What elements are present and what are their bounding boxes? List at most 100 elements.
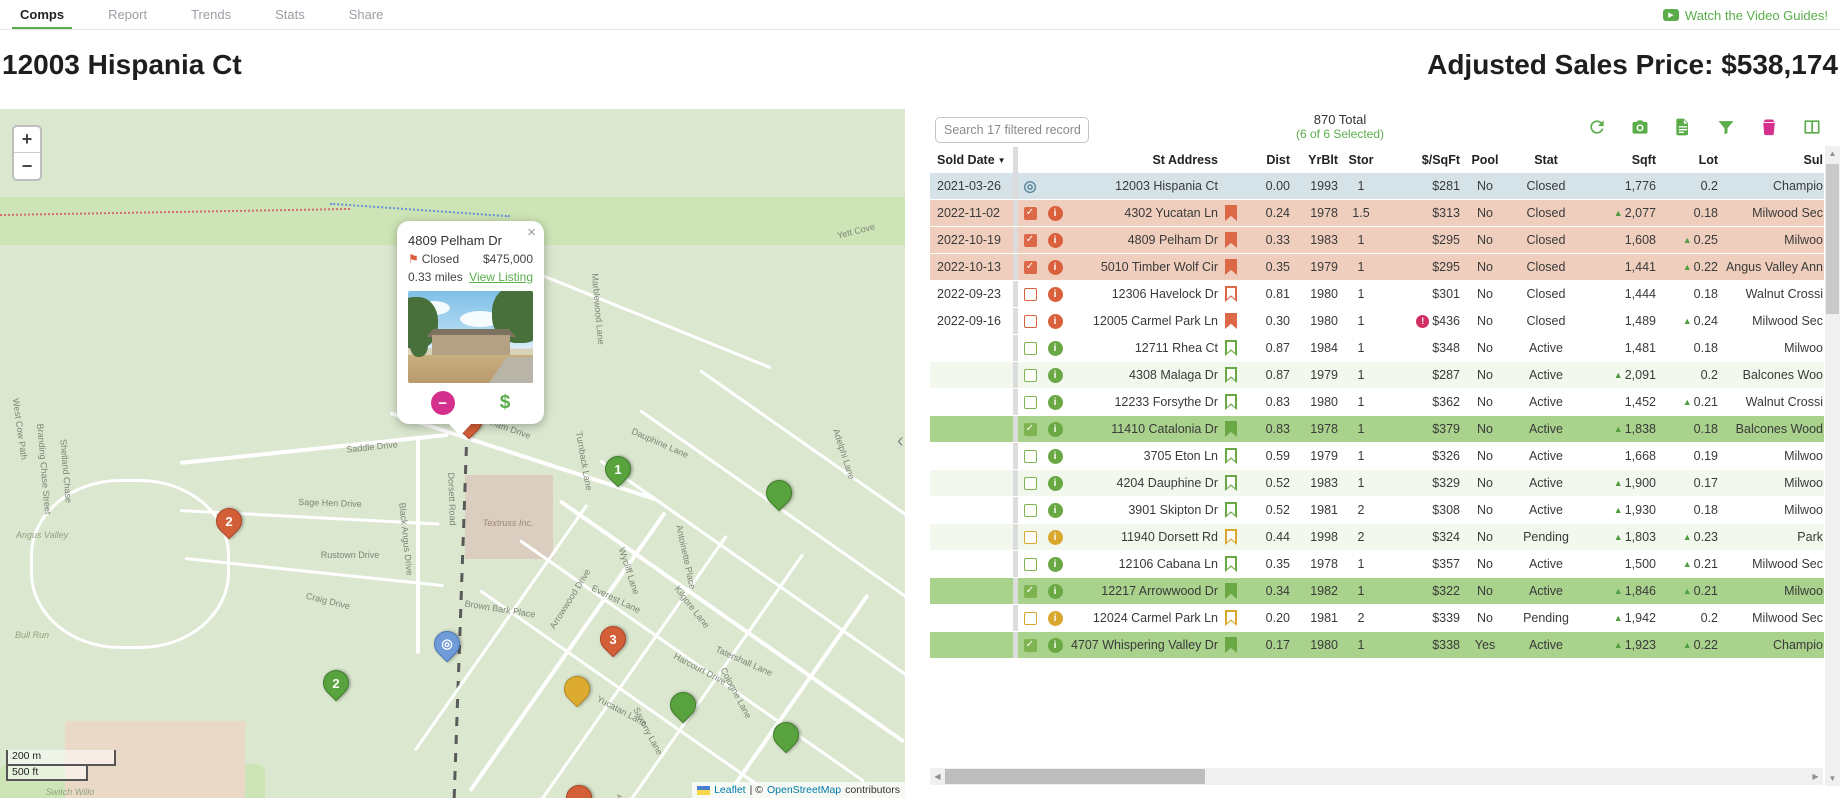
zoom-out-button[interactable]: − — [21, 155, 33, 176]
refresh-icon[interactable] — [1587, 117, 1607, 137]
table-row[interactable]: i 4308 Malaga Dr 0.87 1979 1 $287 No Active ▲ 2,0… — [930, 362, 1824, 389]
row-checkbox[interactable]: ✓ — [1023, 584, 1037, 598]
zoom-in-button[interactable]: + — [14, 127, 40, 153]
info-icon[interactable]: i — [1047, 313, 1063, 329]
col-stor[interactable]: Stor — [1348, 153, 1374, 167]
table-row[interactable]: 2022-09-16 i 12005 Carmel Park Ln 0.30 1980 1… — [930, 308, 1824, 335]
bookmark-icon[interactable] — [1225, 637, 1237, 653]
info-icon[interactable]: i — [1047, 367, 1063, 383]
info-icon[interactable]: i — [1047, 394, 1063, 410]
bookmark-icon[interactable] — [1225, 556, 1237, 572]
bookmark-icon[interactable] — [1225, 502, 1237, 518]
table-row[interactable]: i 3705 Eton Ln 0.59 1979 1 $326 No Active 1,668 0… — [930, 443, 1824, 470]
row-checkbox[interactable] — [1023, 314, 1037, 328]
info-icon[interactable]: i — [1047, 502, 1063, 518]
row-checkbox[interactable] — [1023, 395, 1037, 409]
table-row[interactable]: 2021-03-26 ◎ 12003 Hispania Ct 0.00 1993 1 $28… — [930, 173, 1824, 200]
row-checkbox[interactable]: ✓ — [1023, 260, 1037, 274]
tab-share[interactable]: Share — [348, 7, 384, 22]
row-checkbox[interactable] — [1023, 449, 1037, 463]
col-yrblt[interactable]: YrBlt — [1308, 153, 1338, 167]
export-icon[interactable] — [1673, 117, 1693, 137]
row-checkbox[interactable]: ✓ — [1023, 422, 1037, 436]
table-row[interactable]: i 12106 Cabana Ln 0.35 1978 1 $357 No Active 1,5… — [930, 551, 1824, 578]
col-ppsf[interactable]: $/SqFt — [1421, 153, 1460, 167]
row-checkbox[interactable]: ✓ — [1023, 233, 1037, 247]
row-checkbox[interactable] — [1023, 503, 1037, 517]
filter-icon[interactable] — [1716, 117, 1736, 137]
camera-icon[interactable] — [1630, 117, 1650, 137]
table-row[interactable]: 2022-10-13 ✓ i 5010 Timber Wolf Cir 0.35 1979… — [930, 254, 1824, 281]
table-row[interactable]: i 3901 Skipton Dr 0.52 1981 2 $308 No Active ▲ 1,… — [930, 497, 1824, 524]
horizontal-scrollbar[interactable]: ◀ ▶ — [930, 768, 1823, 785]
table-row[interactable]: 2022-11-02 ✓ i 4302 Yucatan Ln 0.24 1978 1.5 $3… — [930, 200, 1824, 227]
bookmark-icon[interactable] — [1225, 259, 1237, 275]
scroll-left-arrow[interactable]: ◀ — [934, 772, 941, 781]
table-row[interactable]: i 12233 Forsythe Dr 0.83 1980 1 $362 No Active 1… — [930, 389, 1824, 416]
bookmark-icon[interactable] — [1225, 367, 1237, 383]
table-row[interactable]: i 4204 Dauphine Dr 0.52 1983 1 $329 No Active ▲ 1… — [930, 470, 1824, 497]
table-row[interactable]: i 12711 Rhea Ct 0.87 1984 1 $348 No Active 1,481… — [930, 335, 1824, 362]
table-row[interactable]: ✓ i 11410 Catalonia Dr 0.83 1978 1 $379 No Activ… — [930, 416, 1824, 443]
col-st-address[interactable]: St Address — [1152, 153, 1218, 167]
row-checkbox[interactable] — [1023, 476, 1037, 490]
comps-map[interactable]: Pelham Drive Dorsett Road Black Angus Driv… — [0, 109, 905, 798]
scroll-right-arrow[interactable]: ▶ — [1812, 772, 1819, 781]
bookmark-icon[interactable] — [1225, 583, 1237, 599]
adjust-price-button[interactable]: $ — [499, 392, 511, 413]
leaflet-link[interactable]: Leaflet — [714, 784, 746, 796]
tab-report[interactable]: Report — [108, 7, 148, 22]
columns-icon[interactable] — [1802, 117, 1822, 137]
info-icon[interactable]: i — [1047, 340, 1063, 356]
scroll-down-arrow[interactable]: ▼ — [1828, 774, 1837, 783]
info-icon[interactable]: i — [1047, 610, 1063, 626]
popup-close-icon[interactable]: × — [527, 224, 536, 241]
bookmark-icon[interactable] — [1225, 529, 1237, 545]
col-stat[interactable]: Stat — [1534, 153, 1558, 167]
panel-collapse-chevron[interactable]: ‹ — [897, 430, 904, 452]
bookmark-icon[interactable] — [1225, 286, 1237, 302]
scroll-up-arrow[interactable]: ▲ — [1828, 149, 1837, 158]
bookmark-icon[interactable] — [1225, 394, 1237, 410]
bookmark-icon[interactable] — [1225, 313, 1237, 329]
table-row[interactable]: ✓ i 4707 Whispering Valley Dr 0.17 1980 1 $338… — [930, 632, 1824, 659]
row-checkbox[interactable] — [1023, 530, 1037, 544]
info-icon[interactable]: i — [1047, 637, 1063, 653]
tab-trends[interactable]: Trends — [191, 7, 232, 22]
horizontal-scroll-thumb[interactable] — [945, 769, 1205, 784]
info-icon[interactable]: i — [1047, 232, 1063, 248]
tab-comps[interactable]: Comps — [11, 0, 73, 29]
col-sold-date[interactable]: Sold Date ▼ — [930, 147, 1018, 173]
bookmark-icon[interactable] — [1225, 475, 1237, 491]
row-checkbox[interactable] — [1023, 368, 1037, 382]
bookmark-icon[interactable] — [1225, 340, 1237, 356]
trash-icon[interactable] — [1759, 117, 1779, 137]
bookmark-icon[interactable] — [1225, 232, 1237, 248]
table-row[interactable]: 2022-09-23 i 12306 Havelock Dr 0.81 1980 1 $30… — [930, 281, 1824, 308]
bookmark-icon[interactable] — [1225, 448, 1237, 464]
remove-comp-button[interactable]: − — [430, 391, 455, 415]
info-icon[interactable]: i — [1047, 448, 1063, 464]
listing-photo[interactable] — [408, 291, 533, 383]
search-input[interactable] — [935, 117, 1089, 143]
table-row[interactable]: ✓ i 12217 Arrowwood Dr 0.34 1982 1 $322 No Activ… — [930, 578, 1824, 605]
info-icon[interactable]: i — [1047, 205, 1063, 221]
table-row[interactable]: 2022-10-19 ✓ i 4809 Pelham Dr 0.33 1983 1 $295 N… — [930, 227, 1824, 254]
bookmark-icon[interactable] — [1225, 421, 1237, 437]
row-checkbox[interactable] — [1023, 287, 1037, 301]
col-pool[interactable]: Pool — [1471, 153, 1499, 167]
vertical-scrollbar[interactable]: ▲ ▼ — [1825, 146, 1840, 786]
col-subdivision[interactable]: Sul — [1803, 153, 1823, 167]
row-checkbox[interactable] — [1023, 341, 1037, 355]
col-lot[interactable]: Lot — [1698, 153, 1718, 167]
table-row[interactable]: i 12024 Carmel Park Ln 0.20 1981 2 $339 No Pend… — [930, 605, 1824, 632]
col-sqft[interactable]: Sqft — [1631, 153, 1656, 167]
info-icon[interactable]: i — [1047, 583, 1063, 599]
row-checkbox[interactable] — [1023, 557, 1037, 571]
view-listing-link[interactable]: View Listing — [469, 270, 533, 284]
info-icon[interactable]: i — [1047, 556, 1063, 572]
info-icon[interactable]: i — [1047, 529, 1063, 545]
row-checkbox[interactable] — [1023, 611, 1037, 625]
tab-stats[interactable]: Stats — [275, 7, 305, 22]
info-icon[interactable]: i — [1047, 421, 1063, 437]
